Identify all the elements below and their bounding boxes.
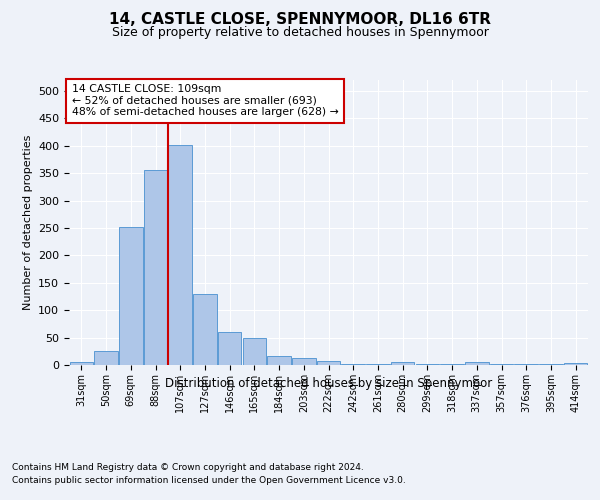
Bar: [490, 364, 513, 365]
Bar: [268, 356, 291, 365]
Bar: [218, 332, 241, 365]
Text: 14 CASTLE CLOSE: 109sqm
← 52% of detached houses are smaller (693)
48% of semi-d: 14 CASTLE CLOSE: 109sqm ← 52% of detache…: [71, 84, 338, 117]
Bar: [416, 364, 439, 365]
Text: Size of property relative to detached houses in Spennymoor: Size of property relative to detached ho…: [112, 26, 488, 39]
Bar: [564, 364, 587, 365]
Bar: [242, 338, 266, 365]
Text: 14, CASTLE CLOSE, SPENNYMOOR, DL16 6TR: 14, CASTLE CLOSE, SPENNYMOOR, DL16 6TR: [109, 12, 491, 28]
Y-axis label: Number of detached properties: Number of detached properties: [23, 135, 32, 310]
Bar: [391, 362, 415, 365]
Bar: [169, 144, 192, 365]
Bar: [514, 364, 538, 365]
Bar: [440, 364, 464, 365]
Bar: [292, 358, 316, 365]
Bar: [70, 362, 93, 365]
Text: Distribution of detached houses by size in Spennymoor: Distribution of detached houses by size …: [165, 378, 493, 390]
Bar: [94, 352, 118, 365]
Bar: [341, 364, 365, 365]
Bar: [465, 362, 488, 365]
Bar: [193, 294, 217, 365]
Bar: [317, 361, 340, 365]
Text: Contains HM Land Registry data © Crown copyright and database right 2024.: Contains HM Land Registry data © Crown c…: [12, 462, 364, 471]
Bar: [144, 170, 167, 365]
Bar: [366, 364, 389, 365]
Bar: [539, 364, 563, 365]
Bar: [119, 227, 143, 365]
Text: Contains public sector information licensed under the Open Government Licence v3: Contains public sector information licen…: [12, 476, 406, 485]
